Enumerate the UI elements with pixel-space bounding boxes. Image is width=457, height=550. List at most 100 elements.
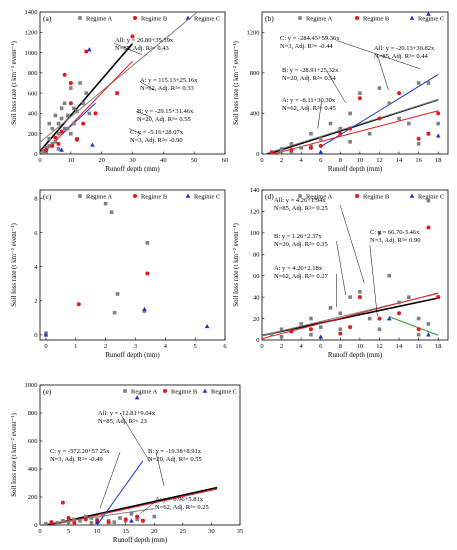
data-point: [90, 142, 95, 147]
fit-line-b: [262, 292, 439, 340]
data-point: [416, 142, 421, 146]
regression-annotation: N=62, Adj. R²= 0.27: [274, 273, 328, 280]
plot-frame: [261, 11, 449, 155]
regression-annotation: C: y = -572.20+57.25x: [50, 448, 110, 455]
fit-line-a: [40, 508, 155, 525]
legend-entry: Regime A: [306, 15, 332, 22]
data-point: [50, 142, 55, 146]
x-tick-label: 4: [300, 157, 304, 164]
annotation-pointer: [113, 43, 142, 55]
annotation-pointer: [136, 111, 152, 118]
regression-annotation: N=20, Adj. R²= 0.55: [148, 456, 202, 463]
data-point: [76, 302, 81, 307]
annotation-pointer: [369, 245, 378, 317]
regression-annotation: N=3, Adj. R²= -0.44: [280, 43, 333, 50]
data-point: [348, 295, 352, 299]
data-point: [69, 131, 73, 136]
x-tick-label: 0: [38, 528, 41, 535]
data-point: [338, 331, 343, 336]
regression-annotation: All: y = 26.80+35.39x: [115, 37, 174, 44]
data-point: [145, 241, 150, 245]
data-point: [75, 137, 79, 142]
data-point: [309, 316, 313, 321]
data-point: [308, 327, 313, 332]
data-point: [69, 86, 73, 90]
data-point: [56, 147, 61, 151]
y-tick-label: 80: [253, 251, 260, 258]
data-point: [134, 395, 140, 400]
annotation-pointer: [99, 452, 121, 509]
legend-marker: [202, 388, 208, 393]
data-point: [279, 334, 284, 339]
y-axis-label: Soil loss rate (t km⁻² event⁻¹): [10, 40, 18, 124]
data-point: [387, 273, 392, 278]
data-point: [309, 144, 313, 148]
data-point: [289, 329, 294, 334]
chart-panel-1: 0 10 20 30 40 50 600200400600800100012001400Ru…: [10, 9, 228, 173]
fit-line-c: [389, 316, 439, 336]
data-point: [328, 306, 333, 310]
x-tick-label: 15: [122, 528, 129, 535]
data-point: [47, 144, 52, 148]
data-point: [289, 147, 294, 152]
legend-entry: Regime C: [418, 15, 444, 22]
x-axis-label: Runoff depth (mm): [113, 536, 168, 544]
fit-line-b: [271, 110, 439, 154]
legend-marker: [133, 16, 137, 20]
x-tick-label: 1: [74, 343, 77, 350]
data-point: [115, 91, 120, 96]
chart-panel-5: 0 5 10 15 20 25 30 35 0 200 400 600 800 1000 Runoff de…: [10, 382, 243, 544]
annotation-pointer: [339, 204, 365, 284]
x-axis-label: Runoff depth (mm): [328, 351, 383, 359]
regression-annotation: A: y = -8.11+30.30x: [282, 97, 336, 104]
x-tick-label: 25: [180, 528, 187, 535]
x-tick-label: 0: [44, 343, 47, 350]
annotation-pointer: [128, 128, 142, 135]
y-axis-label: Soil loss rate (t km⁻² event⁻¹): [10, 412, 18, 496]
y-tick-label: 140: [250, 187, 260, 194]
data-point: [416, 81, 421, 85]
regression-annotation: N=62, Adj. R²= 0.25: [155, 504, 209, 511]
y-tick-label: 1000: [25, 50, 38, 57]
data-point: [103, 201, 108, 206]
x-tick-label: 0: [38, 157, 41, 164]
data-point: [269, 150, 274, 154]
x-tick-label: 16: [415, 343, 422, 350]
legend-entry: Regime C: [211, 388, 237, 395]
annotation-pointer: [336, 240, 346, 296]
legend-marker: [78, 194, 82, 198]
data-point: [50, 143, 55, 148]
data-point: [348, 325, 353, 330]
data-point: [93, 111, 98, 116]
regression-annotation: C: y = -284.45+59.36x: [280, 35, 340, 42]
regression-annotation: A: y = 4.20+2.18x: [274, 265, 323, 272]
legend-marker: [298, 16, 302, 20]
data-point: [62, 101, 67, 106]
x-tick-label: 18: [435, 343, 442, 350]
y-tick-label: 800: [28, 70, 38, 77]
data-point: [43, 332, 49, 337]
data-point: [145, 271, 150, 276]
x-tick-label: 10: [357, 343, 364, 350]
data-point: [59, 129, 64, 134]
x-tick-label: 18: [435, 157, 442, 164]
data-point: [386, 316, 392, 321]
data-point: [68, 101, 73, 106]
data-point: [112, 310, 117, 315]
y-tick-label: 400: [28, 111, 38, 118]
data-point: [318, 334, 324, 339]
data-point: [112, 520, 117, 524]
plot-frame: [261, 189, 449, 341]
data-point: [62, 72, 67, 77]
y-tick-label: 1000: [25, 382, 38, 389]
x-tick-label: 30: [208, 528, 215, 535]
y-tick-label: 2: [34, 298, 37, 305]
data-point: [357, 96, 362, 101]
data-point: [87, 111, 92, 116]
regression-annotation: A: y = 0.96+5.81x: [155, 496, 204, 503]
x-tick-label: 0: [260, 343, 263, 350]
data-point: [358, 91, 362, 95]
data-point: [130, 34, 135, 39]
data-point: [81, 101, 85, 106]
